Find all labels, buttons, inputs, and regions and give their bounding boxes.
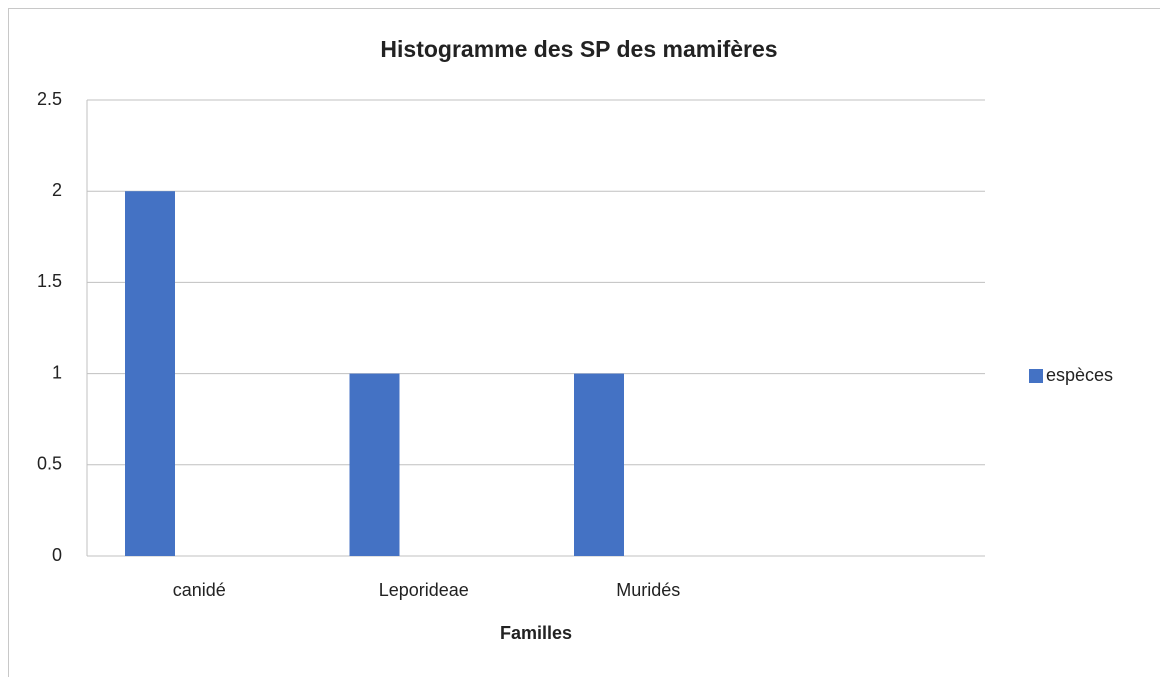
x-tick-label: Leporideae: [379, 580, 469, 600]
y-tick-label: 0.5: [37, 454, 62, 474]
bar: [574, 373, 624, 556]
x-tick-label: canidé: [173, 580, 226, 600]
chart-title: Histogramme des SP des mamifères: [380, 36, 777, 62]
y-tick-label: 1.5: [37, 271, 62, 291]
bar: [349, 373, 400, 556]
y-tick-label: 2.5: [37, 89, 62, 109]
legend-swatch: [1029, 369, 1043, 383]
x-tick-label: Muridés: [616, 580, 680, 600]
bar: [125, 191, 175, 556]
y-tick-label: 1: [52, 362, 62, 382]
y-tick-label: 0: [52, 545, 62, 565]
chart-frame: [8, 8, 1160, 677]
y-tick-label: 2: [52, 180, 62, 200]
x-axis-label: Familles: [500, 623, 572, 643]
legend-label: espèces: [1046, 365, 1113, 385]
